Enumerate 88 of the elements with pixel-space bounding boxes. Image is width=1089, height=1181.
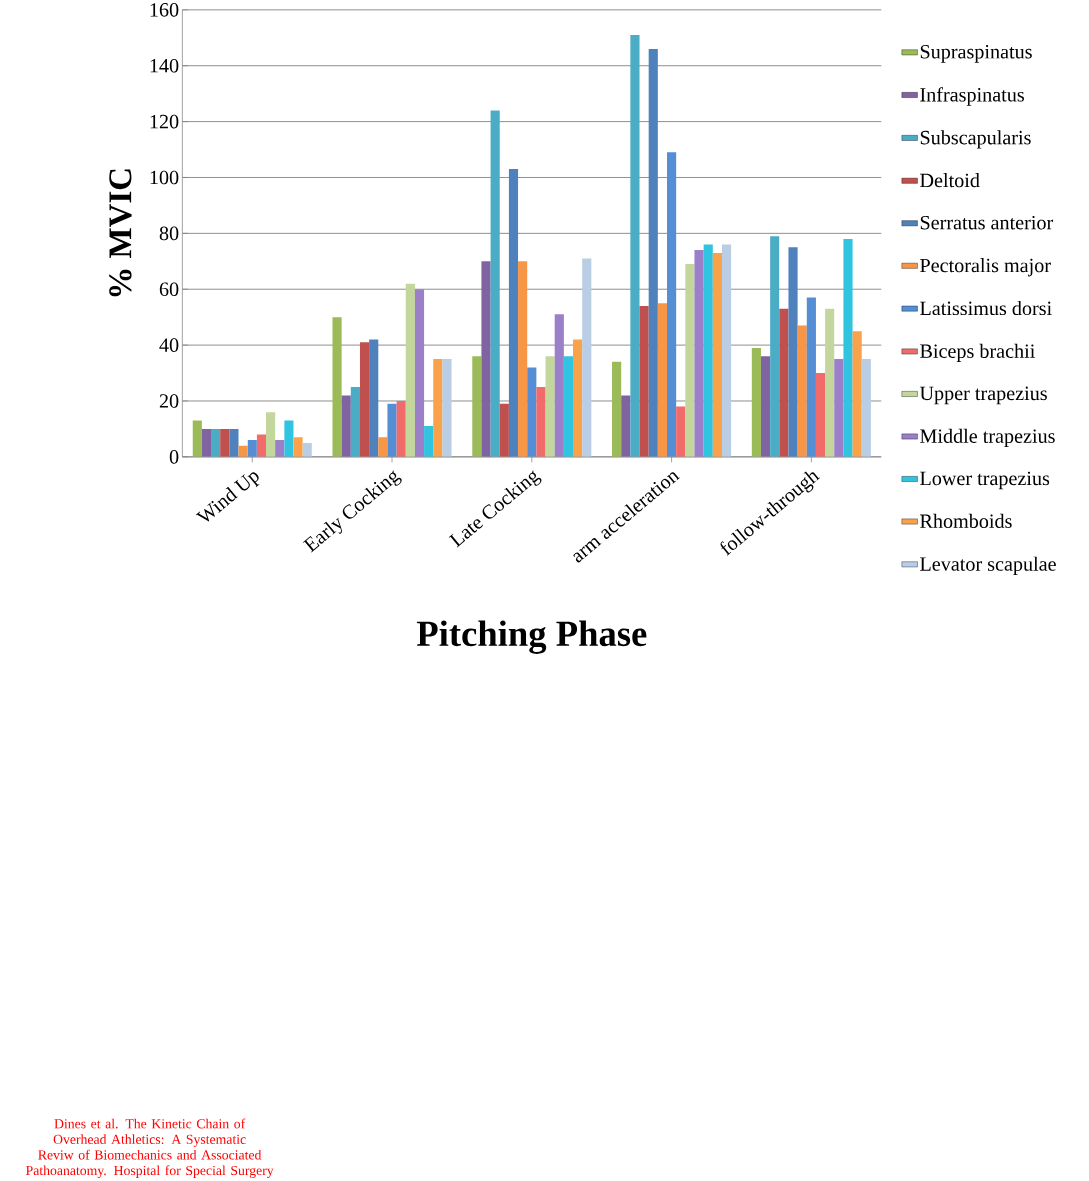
bar [508, 169, 518, 457]
bar [769, 236, 780, 457]
bar [423, 426, 434, 457]
y-axis-title: % MVIC [108, 169, 132, 297]
bar [760, 356, 770, 457]
bar [229, 428, 239, 457]
legend-label: Supraspinatus [920, 44, 1032, 63]
bar [332, 317, 342, 457]
bar [675, 406, 686, 457]
bar [611, 361, 621, 457]
legend-label: Rhomboids [919, 513, 1012, 529]
bar [256, 434, 266, 457]
bar [861, 359, 871, 457]
bar [387, 403, 397, 457]
bar [490, 110, 500, 457]
bar [396, 400, 406, 457]
bar [843, 238, 853, 457]
bar [852, 331, 862, 457]
bar [192, 420, 202, 457]
bar [536, 387, 546, 457]
bar [694, 250, 704, 457]
bar [247, 440, 257, 457]
y-tick-label: 20 [159, 394, 179, 408]
y-tick-label: 40 [159, 338, 179, 352]
bar [414, 289, 424, 457]
legend-label: Serratus anterior [920, 215, 1053, 230]
y-tick-label: 100 [150, 170, 179, 185]
bar [274, 440, 285, 457]
y-tick-label: 80 [159, 226, 179, 241]
legend-label: Upper trapezius [919, 386, 1047, 405]
bar [824, 308, 835, 457]
bar [666, 152, 676, 457]
bar [359, 342, 369, 457]
y-tick-label: 140 [150, 58, 179, 73]
bar [210, 428, 220, 457]
bar [657, 303, 667, 457]
bar [815, 373, 825, 457]
bar [572, 339, 582, 457]
legend-label: Middle trapezius [919, 428, 1055, 448]
text: Dines et al. The Kinetic Chain of Overhead Athletics: A Systematic Reviw of Biomechanics and Associated Pathoanatomy. Hospital for Special Surgery [25, 1118, 274, 1178]
legend-label: Levator scapulae [919, 556, 1056, 575]
legend-label: Lower trapezius [919, 471, 1049, 490]
bar [472, 356, 482, 457]
y-tick-label: 60 [159, 282, 179, 297]
bar [788, 247, 798, 457]
bar [554, 314, 564, 457]
bar [378, 437, 388, 457]
bar [721, 244, 731, 457]
y-tick-label: 0 [169, 450, 179, 464]
bar [630, 34, 640, 457]
bar [648, 48, 658, 457]
bar [545, 356, 555, 457]
bar [499, 403, 509, 457]
legend-label: Subscapularis [920, 130, 1031, 149]
bar [293, 437, 303, 457]
bar [581, 258, 592, 457]
bar [527, 367, 537, 457]
bar [433, 359, 443, 457]
bar [405, 283, 415, 457]
bar [442, 359, 452, 457]
bar [341, 395, 351, 457]
bar [481, 261, 491, 457]
bar [350, 387, 360, 457]
bar [806, 297, 816, 457]
bar [265, 412, 275, 457]
legend-label: Latissimus dorsi [919, 300, 1052, 316]
bar [621, 395, 631, 457]
bar [703, 244, 713, 457]
bar [797, 325, 807, 457]
bar [685, 264, 695, 457]
x-axis-title: Pitching Phase [416, 620, 647, 654]
bar [712, 252, 722, 457]
bar [751, 347, 761, 457]
bar [368, 339, 379, 457]
bar [302, 442, 312, 457]
legend-label: Pectoralis major [919, 258, 1051, 277]
bar [517, 261, 528, 457]
y-tick-label: 120 [150, 114, 179, 129]
y-tick-label: 160 [150, 3, 179, 17]
legend-label: Deltoid [919, 173, 980, 188]
bar [779, 308, 789, 457]
legend-label: Infraspinatus [920, 87, 1024, 106]
bar [563, 356, 573, 457]
bar [639, 305, 649, 457]
bar [219, 428, 230, 457]
legend-label: Biceps brachii [919, 343, 1035, 363]
bar [834, 359, 844, 457]
bar [201, 428, 211, 457]
